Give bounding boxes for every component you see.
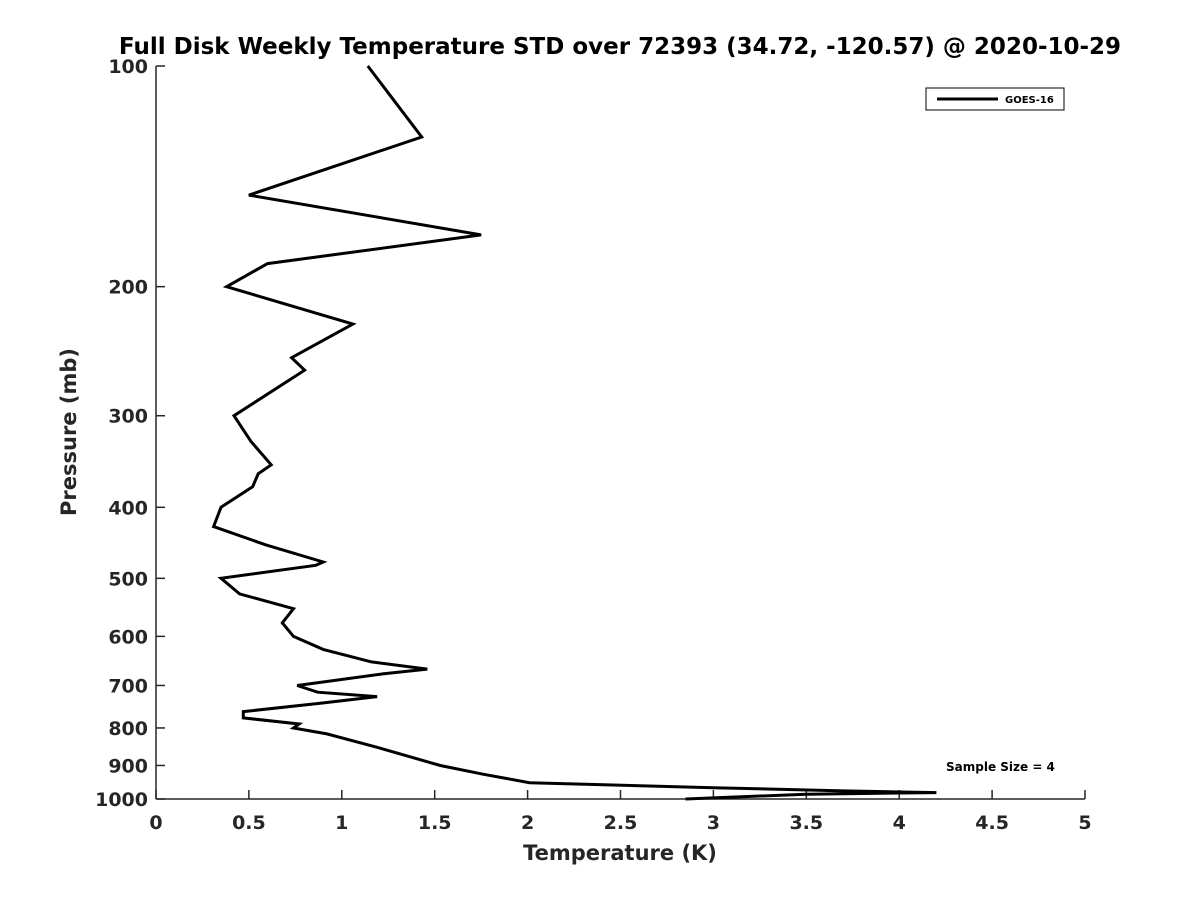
- y-tick-label: 600: [108, 626, 148, 648]
- y-tick-label: 500: [108, 568, 148, 590]
- x-tick-label: 1: [335, 812, 348, 834]
- y-tick-label: 200: [108, 277, 148, 299]
- y-tick-label: 100: [108, 56, 148, 78]
- y-tick-label: 800: [108, 718, 148, 740]
- y-tick-label: 700: [108, 675, 148, 697]
- sample-size-annotation: Sample Size = 4: [946, 760, 1055, 774]
- y-tick-label: 900: [108, 755, 148, 777]
- y-axis-ticks: 100 200 300 400 500 600 700 800 900 1000: [95, 56, 165, 811]
- x-tick-label: 3: [707, 812, 720, 834]
- x-tick-label: 5: [1078, 812, 1091, 834]
- axes: [155, 66, 1085, 800]
- y-tick-label: 300: [108, 406, 148, 428]
- x-tick-label: 2.5: [604, 812, 638, 834]
- x-axis-label: Temperature (K): [523, 841, 717, 865]
- chart-title: Full Disk Weekly Temperature STD over 72…: [119, 34, 1121, 60]
- x-tick-label: 2: [521, 812, 534, 834]
- x-tick-label: 0.5: [232, 812, 266, 834]
- x-tick-label: 3.5: [789, 812, 823, 834]
- legend: GOES-16: [925, 87, 1065, 111]
- x-tick-label: 0: [149, 812, 162, 834]
- legend-label: GOES-16: [1005, 95, 1054, 106]
- series-line-goes-16: [211, 65, 937, 801]
- y-tick-label: 1000: [95, 789, 148, 811]
- x-tick-label: 1.5: [418, 812, 452, 834]
- x-axis-ticks: 0 0.5 1 1.5 2 2.5 3 3.5 4 4.5 5: [149, 790, 1092, 834]
- x-tick-label: 4.5: [975, 812, 1009, 834]
- x-tick-label: 4: [893, 812, 906, 834]
- y-tick-label: 400: [108, 497, 148, 519]
- y-axis-label: Pressure (mb): [57, 348, 81, 516]
